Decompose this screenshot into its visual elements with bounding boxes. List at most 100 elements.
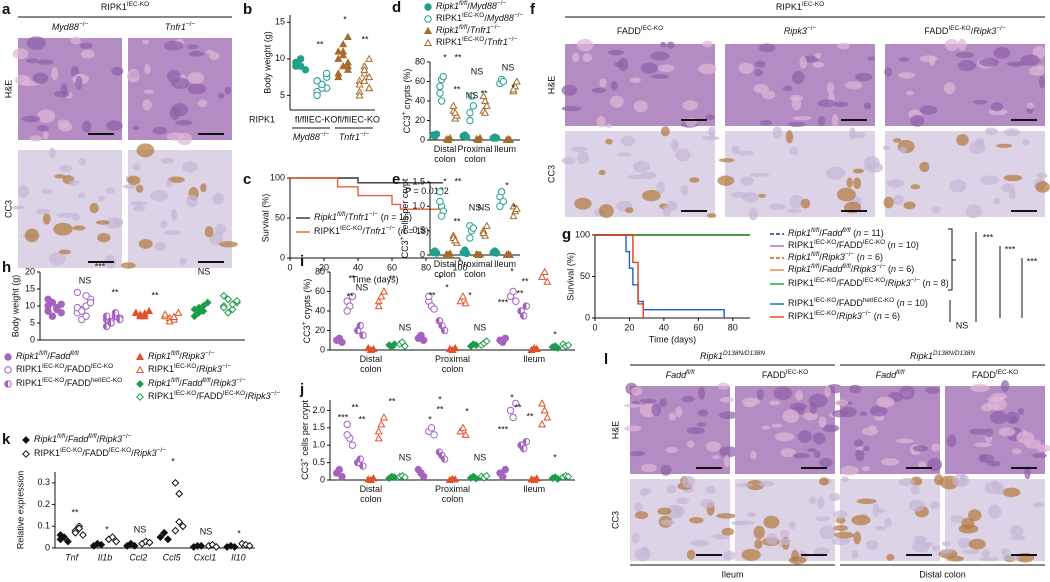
tissue-texture <box>876 396 895 408</box>
tissue-texture <box>957 59 977 72</box>
text-part: Distal <box>360 484 383 494</box>
tissue-texture <box>817 99 837 107</box>
text-part: −/− <box>911 277 921 284</box>
tissue-texture <box>144 64 151 75</box>
tissue-texture <box>721 527 735 536</box>
tissue-texture <box>702 135 720 141</box>
text-part: / <box>819 252 822 262</box>
text-part: RIPK1 <box>101 2 127 12</box>
significance: ** <box>454 176 462 186</box>
text-part: / <box>211 378 214 388</box>
tissue-texture <box>717 175 735 186</box>
text-part: crypts (%) <box>302 279 312 322</box>
text-part: / <box>467 1 470 11</box>
y-tick-label: 1.0 <box>312 440 325 450</box>
tissue-texture <box>969 428 989 435</box>
text-part: Tnfr1 <box>165 22 186 32</box>
data-point <box>537 420 547 428</box>
half-fill <box>359 462 363 470</box>
tissue-texture <box>1009 415 1018 423</box>
data-point <box>82 312 90 320</box>
x-tick-label: Ileum <box>494 259 516 269</box>
y-tick-label: 20 <box>25 266 35 276</box>
half-fill <box>523 438 527 445</box>
text-part: / <box>819 228 822 238</box>
text-part: fl/fl <box>896 369 905 376</box>
x-tick-label: fl/fl <box>295 114 307 124</box>
data-point <box>56 531 65 539</box>
tissue-texture <box>167 176 185 183</box>
text-part: /FADD <box>836 240 863 250</box>
data-point <box>179 522 187 531</box>
text-part: IEC-KO <box>91 363 113 370</box>
row-label: H&E <box>610 421 620 440</box>
tissue-texture <box>617 152 632 157</box>
tissue-texture <box>771 423 783 428</box>
y-axis-label: CC3+ crypts (%) <box>401 69 412 134</box>
tissue-texture <box>1038 75 1046 89</box>
data-point <box>360 76 369 84</box>
x-tick-label: 0 <box>592 322 597 332</box>
tissue-texture <box>957 38 967 51</box>
tissue-texture <box>660 464 672 476</box>
tissue-texture <box>818 416 827 428</box>
bracket <box>948 228 956 291</box>
tissue-texture <box>789 402 807 411</box>
tissue-texture <box>813 547 830 556</box>
tissue-texture <box>699 499 715 509</box>
y-tick-label: 80 <box>315 266 325 276</box>
data-point <box>506 406 515 415</box>
y-tick-label: 0.3 <box>37 477 50 487</box>
tissue-texture <box>988 108 1008 116</box>
tissue-texture <box>95 220 110 225</box>
text-part: = 10) <box>896 240 919 250</box>
data-point <box>496 202 504 211</box>
significance: ** <box>526 411 534 421</box>
tissue-texture <box>819 525 836 540</box>
data-point <box>509 211 518 220</box>
text-part: RIPK1 <box>16 364 42 374</box>
significance: * <box>553 452 557 462</box>
tissue-texture <box>106 120 123 131</box>
significance: ** <box>480 88 488 98</box>
tissue-texture <box>574 197 592 210</box>
tissue-texture <box>854 72 873 82</box>
significance: * <box>438 273 442 283</box>
tissue-texture <box>708 126 716 137</box>
data-point <box>339 40 348 48</box>
tissue-texture <box>1028 66 1045 76</box>
tissue-texture <box>822 424 840 433</box>
tissue-texture <box>980 175 1000 185</box>
tissue-texture <box>738 62 754 74</box>
data-point <box>348 441 357 449</box>
y-tick-label: 80 <box>415 56 425 66</box>
text-part: FADD <box>924 26 949 36</box>
data-point <box>360 69 369 77</box>
significance: NS <box>502 62 515 72</box>
y-tick-label: 0 <box>280 252 285 262</box>
tissue-texture <box>837 42 851 50</box>
tissue-texture <box>215 223 227 235</box>
tissue-texture <box>944 81 956 95</box>
tissue-texture <box>853 177 862 190</box>
tissue-texture <box>160 157 175 164</box>
tissue-texture <box>629 451 646 457</box>
data-point <box>161 310 170 318</box>
data-point <box>230 543 239 551</box>
tissue-texture <box>876 508 886 513</box>
tissue-texture <box>1026 102 1035 109</box>
text-part: −/− <box>876 263 886 270</box>
tissue-texture <box>675 406 683 418</box>
text-part: Ripk1 <box>788 264 811 274</box>
data-point <box>436 82 444 91</box>
text-part: n <box>900 298 905 308</box>
panel-label: b <box>243 1 252 18</box>
tissue-texture <box>141 39 150 44</box>
tissue-texture <box>955 51 975 59</box>
significance: ** <box>388 396 396 406</box>
text-part: = 18) <box>406 226 429 236</box>
legend-marker <box>424 15 432 23</box>
tissue-texture <box>627 174 644 180</box>
tissue-texture <box>171 103 189 117</box>
significance: ** <box>516 288 524 298</box>
